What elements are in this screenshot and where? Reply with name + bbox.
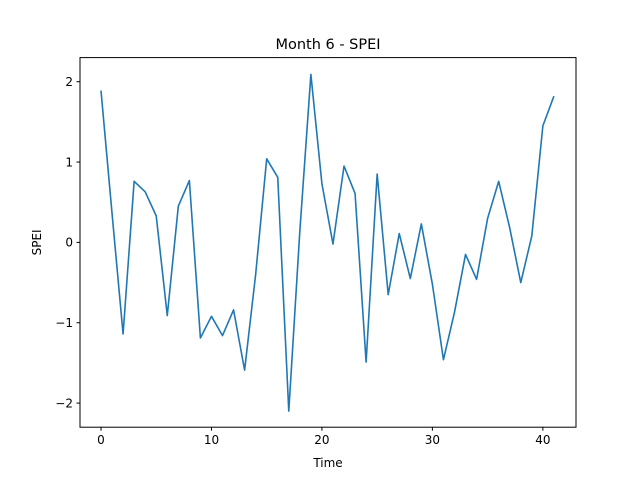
x-tick-label: 30 <box>425 433 440 447</box>
y-axis: −2 −1 0 1 2 <box>55 75 80 410</box>
plot-area <box>100 73 555 412</box>
y-tick-label: −1 <box>55 316 73 330</box>
x-tick-label: 40 <box>535 433 550 447</box>
y-tick-label: 0 <box>65 236 73 250</box>
series-line <box>100 73 555 412</box>
x-tick-label: 20 <box>314 433 329 447</box>
y-tick-label: −2 <box>55 396 73 410</box>
y-axis-label: SPEI <box>30 229 44 255</box>
y-tick-label: 1 <box>65 155 73 169</box>
y-tick-label: 2 <box>65 75 73 89</box>
x-axis-label: Time <box>312 456 342 470</box>
x-tick-label: 10 <box>204 433 219 447</box>
x-axis: 0 10 20 30 40 <box>97 427 551 447</box>
chart-title: Month 6 - SPEI <box>275 37 380 53</box>
x-tick-label: 0 <box>97 433 105 447</box>
